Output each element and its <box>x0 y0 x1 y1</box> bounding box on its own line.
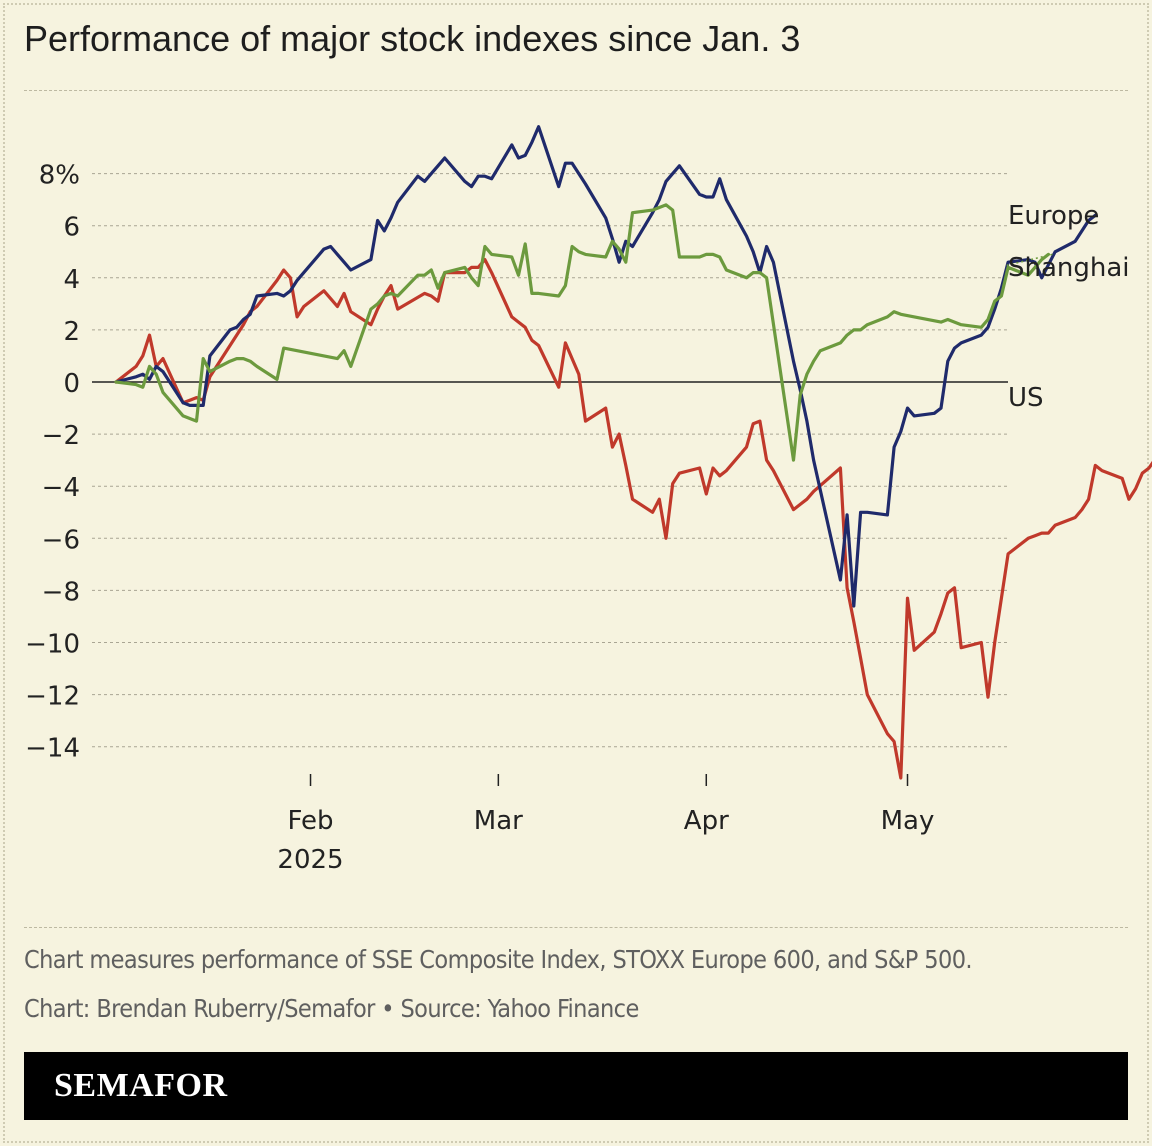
y-tick-label: −2 <box>42 421 80 451</box>
y-tick-label: 6 <box>63 213 80 243</box>
y-tick-label: −8 <box>42 577 80 607</box>
series-label-shanghai: Shanghai <box>1008 253 1130 283</box>
title-divider <box>24 90 1128 91</box>
series-line-us <box>114 258 1152 780</box>
y-tick-label: −12 <box>25 682 80 712</box>
chart-frame <box>3 3 1149 1143</box>
series-line-shanghai <box>114 203 1051 462</box>
chart-title: Performance of major stock indexes since… <box>24 18 801 59</box>
y-tick-label: −4 <box>42 473 80 503</box>
series-line-europe <box>114 125 1097 608</box>
y-tick-label: 8% <box>39 161 80 191</box>
y-tick-label: 0 <box>63 369 80 399</box>
x-tick-label: Feb <box>287 806 333 836</box>
x-tick-label: May <box>881 806 935 836</box>
series-label-europe: Europe <box>1008 201 1099 231</box>
y-tick-label: −10 <box>25 630 80 660</box>
series-label-us: US <box>1008 383 1044 413</box>
chart-footnote: Chart measures performance of SSE Compos… <box>24 945 973 974</box>
brand-bar: SEMAFOR <box>24 1052 1128 1120</box>
line-chart: 8% 6 4 2 0 −2 −4 −6 −8 −10 −12 −14 Feb 2025 Mar Apr May U… <box>25 125 1152 875</box>
x-tick-label: Mar <box>474 806 523 836</box>
y-tick-label: −14 <box>25 734 80 764</box>
footer-divider <box>24 927 1128 928</box>
y-tick-label: 2 <box>63 317 80 347</box>
chart-credit: Chart: Brendan Ruberry/Semafor • Source:… <box>24 994 639 1023</box>
series-leader-shanghai <box>1003 253 1053 267</box>
y-tick-label: 4 <box>63 265 80 295</box>
y-tick-label: −6 <box>42 525 80 555</box>
x-tick-label: Apr <box>684 806 729 836</box>
brand-logo: SEMAFOR <box>54 1067 228 1104</box>
x-tick-sublabel: 2025 <box>277 845 343 875</box>
